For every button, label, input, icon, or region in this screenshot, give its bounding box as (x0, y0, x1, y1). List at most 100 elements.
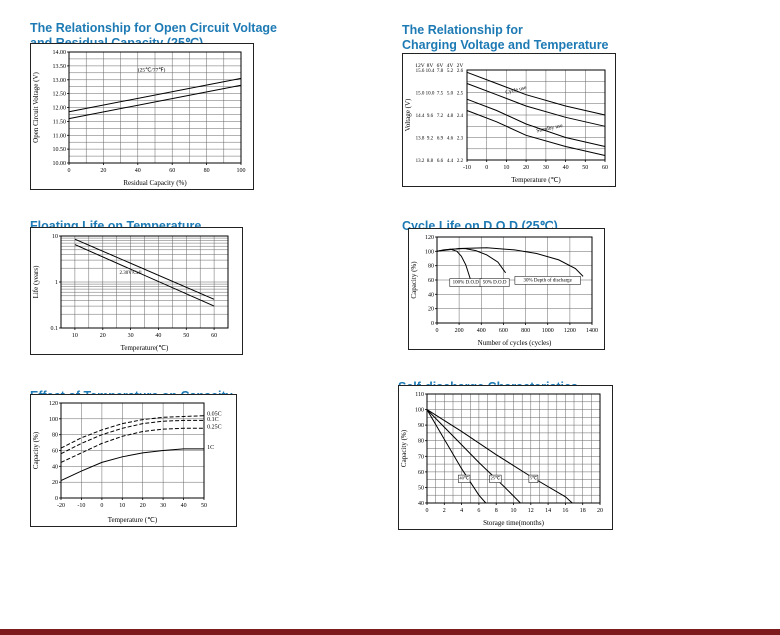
svg-text:800: 800 (521, 328, 530, 334)
svg-text:40: 40 (418, 501, 424, 507)
title-line: The Relationship for Open Circuit Voltag… (30, 20, 278, 35)
svg-text:Temperature (℃): Temperature (℃) (511, 176, 561, 184)
svg-text:10: 10 (503, 165, 509, 171)
svg-text:0: 0 (431, 321, 434, 327)
svg-text:0: 0 (100, 503, 103, 509)
svg-text:100: 100 (425, 249, 434, 255)
svg-text:40℃: 40℃ (459, 476, 470, 481)
chart-self-discharge: 0 2 4 6 8 10 12 14 16 18 20 40 50 60 70 80 90 100 110 Stora… (398, 385, 613, 530)
svg-text:2.4: 2.4 (457, 114, 464, 119)
svg-text:100: 100 (415, 408, 424, 414)
svg-text:0.25C: 0.25C (207, 424, 222, 430)
svg-text:60: 60 (428, 278, 434, 284)
svg-text:60: 60 (602, 165, 608, 171)
chart-cycle-life-vs-dod: 0 200 400 600 800 1000 1200 1400 0 20 40 60 80 100 120… (408, 228, 605, 350)
svg-text:80: 80 (428, 264, 434, 270)
svg-text:0: 0 (485, 165, 488, 171)
svg-text:120: 120 (49, 401, 58, 407)
svg-text:80: 80 (418, 439, 424, 445)
svg-text:Storage time(months): Storage time(months) (483, 519, 545, 527)
svg-text:0: 0 (68, 168, 71, 174)
svg-text:100% D.O.D: 100% D.O.D (453, 281, 480, 286)
svg-text:6: 6 (477, 508, 480, 514)
svg-text:5℃: 5℃ (530, 476, 538, 481)
svg-text:30: 30 (160, 503, 166, 509)
svg-text:Number of cycles (cycles): Number of cycles (cycles) (478, 339, 552, 347)
svg-text:Capacity (%): Capacity (%) (32, 431, 40, 469)
svg-text:1400: 1400 (586, 328, 598, 334)
svg-text:Standby use: Standby use (536, 123, 564, 135)
chart-charging-voltage-vs-temperature: -10 0 10 20 30 40 50 60 12V 8V 6V 4V 2V 15.6 10.4 7.8 5.… (402, 53, 616, 187)
svg-text:6V: 6V (437, 63, 444, 69)
svg-text:7.5: 7.5 (437, 92, 444, 97)
svg-text:0.1C: 0.1C (207, 417, 219, 423)
svg-text:2.3: 2.3 (457, 137, 464, 142)
svg-text:13.2: 13.2 (416, 159, 425, 164)
svg-text:16: 16 (562, 508, 568, 514)
svg-text:80: 80 (52, 433, 58, 439)
chart-floating-life-vs-temperature: 10 20 30 40 50 60 0.1 1 10 Temperature(℃) Life (ye… (30, 227, 243, 355)
svg-text:60: 60 (52, 449, 58, 455)
title-line: The Relationship for (402, 22, 523, 37)
svg-text:11.00: 11.00 (53, 133, 66, 139)
svg-text:10.00: 10.00 (53, 161, 67, 167)
svg-text:50: 50 (418, 485, 424, 491)
svg-text:20: 20 (100, 333, 106, 339)
svg-text:10: 10 (52, 234, 58, 240)
svg-text:15.6: 15.6 (416, 69, 425, 74)
svg-text:8.8: 8.8 (427, 159, 434, 164)
svg-text:10: 10 (119, 503, 125, 509)
svg-text:14.00: 14.00 (53, 50, 67, 56)
svg-text:Voltage (V): Voltage (V) (404, 98, 412, 131)
svg-text:20: 20 (523, 165, 529, 171)
svg-text:600: 600 (499, 328, 508, 334)
svg-text:13.50: 13.50 (53, 64, 67, 70)
svg-text:Temperature(℃): Temperature(℃) (121, 344, 169, 352)
svg-text:0.05C: 0.05C (207, 412, 222, 418)
svg-text:20: 20 (597, 508, 603, 514)
svg-text:13.00: 13.00 (53, 78, 67, 84)
svg-text:Capacity (%): Capacity (%) (410, 261, 418, 299)
svg-text:4.6: 4.6 (447, 137, 454, 142)
svg-text:400: 400 (477, 328, 486, 334)
svg-text:11.50: 11.50 (53, 119, 66, 125)
svg-text:0: 0 (55, 496, 58, 502)
svg-text:60: 60 (169, 168, 175, 174)
svg-text:14: 14 (545, 508, 551, 514)
svg-text:70: 70 (418, 454, 424, 460)
svg-text:0: 0 (426, 508, 429, 514)
svg-text:4: 4 (460, 508, 463, 514)
svg-text:40: 40 (52, 464, 58, 470)
svg-text:14.4: 14.4 (416, 114, 425, 119)
svg-text:20: 20 (52, 480, 58, 486)
svg-text:120: 120 (425, 235, 434, 241)
svg-text:50% D.O.D: 50% D.O.D (483, 281, 507, 286)
svg-text:7.8: 7.8 (437, 69, 444, 74)
svg-text:5.2: 5.2 (447, 69, 454, 74)
svg-text:13.8: 13.8 (416, 137, 425, 142)
svg-text:40: 40 (181, 503, 187, 509)
svg-text:0.1: 0.1 (51, 326, 59, 332)
svg-text:1: 1 (55, 280, 58, 286)
svg-text:10: 10 (511, 508, 517, 514)
svg-text:-20: -20 (57, 503, 65, 509)
svg-text:12V: 12V (415, 63, 425, 69)
footer-accent-bar (0, 629, 780, 635)
svg-text:10.50: 10.50 (53, 147, 67, 153)
svg-text:12.00: 12.00 (53, 106, 67, 112)
svg-text:-10: -10 (77, 503, 85, 509)
svg-text:4.4: 4.4 (447, 159, 454, 164)
svg-text:Open Circuit Voltage (V): Open Circuit Voltage (V) (32, 71, 40, 142)
title-line: Charging Voltage and Temperature (402, 38, 609, 52)
svg-text:1200: 1200 (564, 328, 576, 334)
svg-text:6.9: 6.9 (437, 137, 444, 142)
svg-text:2V: 2V (457, 63, 464, 69)
svg-text:30: 30 (543, 165, 549, 171)
svg-text:1000: 1000 (542, 328, 554, 334)
svg-text:20: 20 (100, 168, 106, 174)
svg-text:12: 12 (528, 508, 534, 514)
chart-ocv-vs-residual-capacity: 0 20 40 60 80 100 10.00 10.50 11.00 11.50 12.00 12.… (30, 43, 254, 190)
svg-text:100: 100 (237, 168, 246, 174)
svg-text:60: 60 (211, 333, 217, 339)
svg-text:Cycle use: Cycle use (505, 85, 528, 96)
